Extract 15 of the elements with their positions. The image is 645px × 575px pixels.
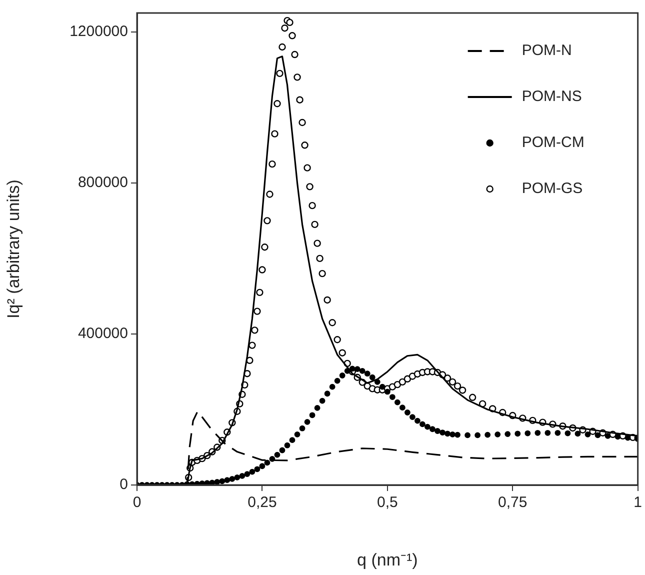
x-tick-label: 0: [132, 494, 142, 512]
legend-label: POM-CM: [522, 134, 584, 152]
x-tick-label: 0,75: [498, 494, 528, 512]
y-tick-label: 1200000: [70, 23, 128, 40]
y-tick-label: 400000: [78, 325, 128, 342]
legend-label: POM-NS: [522, 88, 582, 106]
x-tick-label: 0,5: [376, 494, 398, 512]
legend-label: POM-N: [522, 42, 572, 60]
y-axis-title: Iq² (arbitrary units): [4, 180, 23, 318]
x-tick-label: 1: [634, 494, 642, 512]
y-tick-label: 800000: [78, 174, 128, 192]
legend-label: POM-GS: [522, 180, 583, 198]
x-tick-label: 0,25: [248, 494, 277, 512]
y-tick-label: 0: [120, 476, 128, 494]
x-axis-title: q (nm⁻¹): [357, 550, 418, 570]
